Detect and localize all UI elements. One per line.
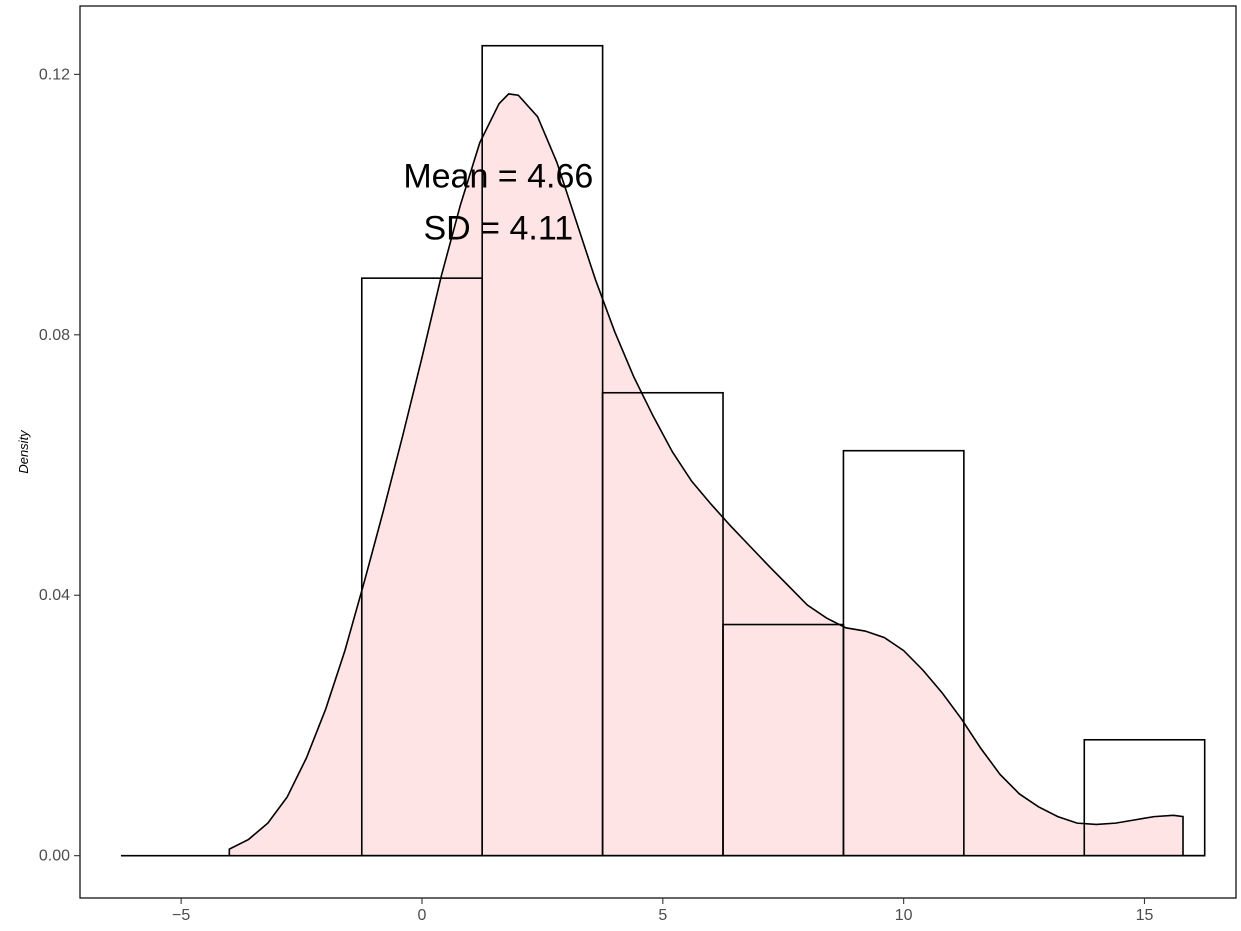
y-tick-label: 0.04 [39,587,70,604]
density-area [229,93,1184,856]
y-tick-label: 0.08 [39,327,70,344]
density-curve [228,93,1184,856]
mean-annotation: Mean = 4.66 [403,157,593,195]
sd-annotation: SD = 4.11 [423,209,573,247]
y-tick-label: 0.12 [39,66,70,83]
y-tick-label: 0.00 [39,848,70,865]
x-tick-label: 5 [658,907,667,924]
x-tick-label: 10 [895,907,913,924]
panel-border [79,5,1237,899]
y-axis-label: Density [16,429,31,474]
x-tick-label: 15 [1136,907,1154,924]
x-tick-label: −5 [172,907,190,924]
x-tick-label: 0 [418,907,427,924]
